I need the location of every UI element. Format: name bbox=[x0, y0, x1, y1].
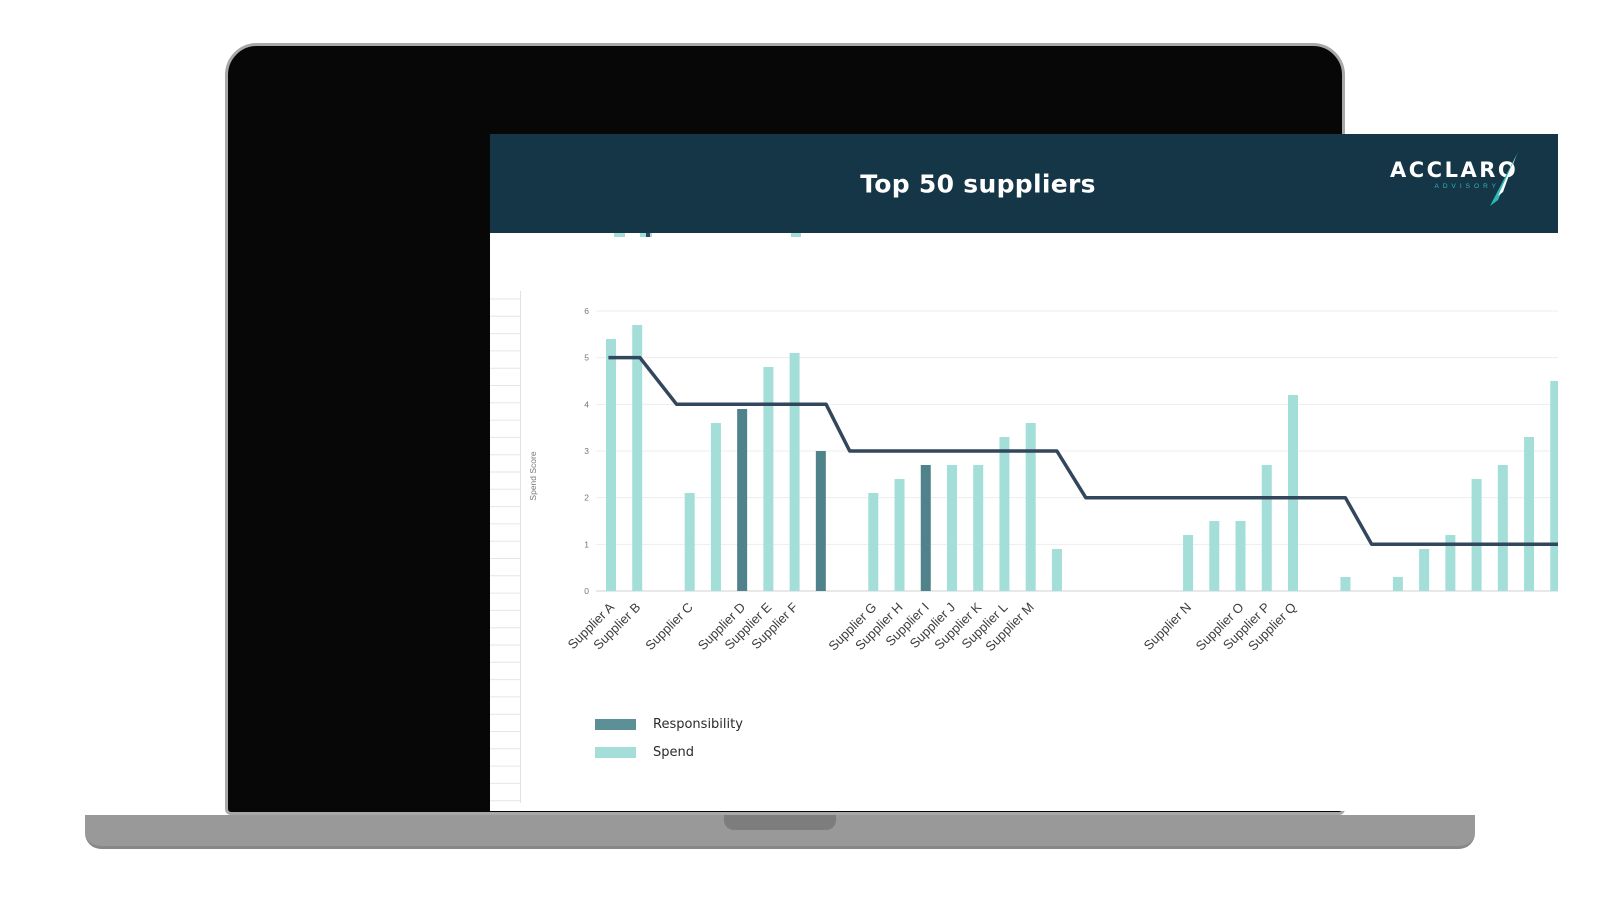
clipped-bar-top bbox=[791, 233, 801, 237]
clipped-bar-top bbox=[646, 233, 650, 237]
bar-spend bbox=[1209, 520, 1220, 591]
x-tick-label: Supplier N bbox=[1141, 600, 1195, 654]
x-tick-label: Supplier C bbox=[642, 600, 696, 654]
bar-spend bbox=[789, 352, 800, 591]
bar-spend bbox=[1445, 534, 1456, 591]
bar-spend bbox=[999, 436, 1010, 591]
clipped-bar-top bbox=[614, 233, 625, 237]
y-tick-label: 0 bbox=[584, 586, 589, 596]
bar-spend bbox=[606, 338, 616, 591]
bar-spend bbox=[1550, 380, 1558, 591]
bar-spend bbox=[632, 324, 643, 591]
bar-spend bbox=[1497, 464, 1508, 591]
bar-responsibility bbox=[920, 464, 931, 591]
bar-spend bbox=[710, 422, 721, 591]
logo-tagline: ADVISORY bbox=[1434, 183, 1500, 190]
y-tick-label: 5 bbox=[584, 353, 589, 363]
bar-spend bbox=[1235, 520, 1246, 591]
bar-spend bbox=[1287, 394, 1298, 591]
bar-spend bbox=[684, 492, 695, 591]
laptop-base bbox=[85, 815, 1475, 849]
bar-spend bbox=[868, 492, 879, 591]
legend-item-responsibility: Responsibility bbox=[595, 717, 743, 732]
bar-spend bbox=[973, 464, 984, 591]
page-title: Top 50 suppliers bbox=[860, 169, 1096, 198]
legend-swatch-spend bbox=[595, 747, 636, 758]
bar-spend bbox=[1051, 548, 1062, 591]
bar-spend bbox=[763, 366, 774, 591]
bar-responsibility bbox=[815, 450, 826, 591]
laptop-base-notch bbox=[724, 815, 836, 830]
acclaro-logo: ACCLARO ADVISORY bbox=[1390, 152, 1519, 206]
y-tick-label: 6 bbox=[584, 306, 589, 316]
laptop-lid: Top 50 suppliers ACCLARO ADVISORY 0 1 2 3 4 5… bbox=[225, 43, 1558, 815]
bar-spend bbox=[1392, 576, 1403, 591]
bar-responsibility bbox=[737, 408, 748, 591]
logo-name: ACCLARO bbox=[1390, 158, 1519, 182]
bar-spend bbox=[1025, 422, 1036, 591]
header: Top 50 suppliers ACCLARO ADVISORY bbox=[490, 134, 1558, 233]
legend-label-responsibility: Responsibility bbox=[653, 717, 743, 732]
trend-line bbox=[608, 355, 1558, 547]
bar-spend bbox=[894, 478, 905, 591]
bar-spend bbox=[1340, 576, 1351, 591]
bar-spend bbox=[946, 464, 957, 591]
chart-area: 0 1 2 3 4 5 6 Spend Score Supplier A Supplier B Su… bbox=[490, 233, 1558, 811]
y-tick-label: 1 bbox=[584, 539, 589, 549]
logo-swoosh-icon bbox=[1490, 152, 1518, 206]
y-axis-title: Spend Score bbox=[528, 451, 538, 500]
bar-spend bbox=[1419, 548, 1430, 591]
y-tick-label: 2 bbox=[584, 493, 589, 503]
bar-spend bbox=[1261, 464, 1272, 591]
chart-legend: Responsibility Spend bbox=[595, 717, 743, 773]
y-tick-label: 3 bbox=[584, 446, 589, 456]
bar-spend bbox=[1471, 478, 1482, 591]
bar-spend bbox=[1183, 534, 1194, 591]
legend-swatch-responsibility bbox=[595, 719, 636, 730]
y-tick-label: 4 bbox=[584, 399, 589, 409]
bar-spend bbox=[1524, 436, 1535, 591]
laptop-screen: Top 50 suppliers ACCLARO ADVISORY 0 1 2 3 4 5… bbox=[490, 134, 1558, 811]
legend-label-spend: Spend bbox=[653, 745, 694, 760]
legend-item-spend: Spend bbox=[595, 745, 743, 760]
